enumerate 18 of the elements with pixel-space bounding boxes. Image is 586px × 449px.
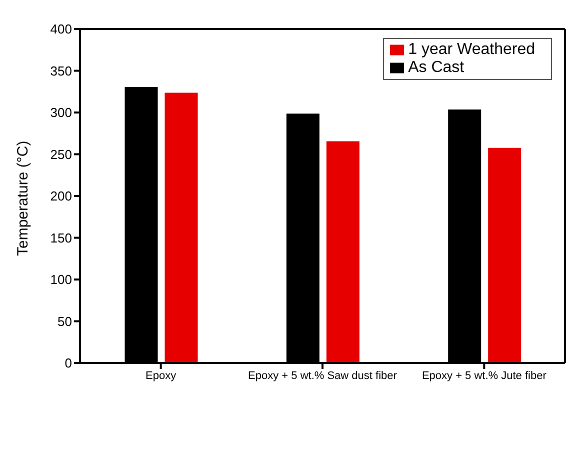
y-tick-label: 0 [64,356,72,371]
legend-label: 1 year Weathered [408,41,535,58]
y-axis-title: Temperature (°C) [14,140,32,256]
y-tick-label: 100 [50,272,72,288]
y-tick-label: 350 [50,63,72,78]
y-tick-label: 150 [50,230,72,246]
bar [164,92,198,363]
x-tick-label: Epoxy + 5 wt.% Jute fiber [422,370,547,382]
y-tick-label: 300 [50,105,72,120]
bar [326,141,360,363]
y-tick-label: 50 [58,314,72,329]
y-tick-label: 200 [50,188,72,204]
bar [488,148,522,363]
y-tick-label: 400 [50,22,72,37]
y-tick-label: 250 [50,146,72,162]
legend-label: As Cast [408,59,464,76]
x-tick-label: Epoxy [146,370,177,382]
x-tick-label: Epoxy + 5 wt.% Saw dust fiber [248,370,398,382]
